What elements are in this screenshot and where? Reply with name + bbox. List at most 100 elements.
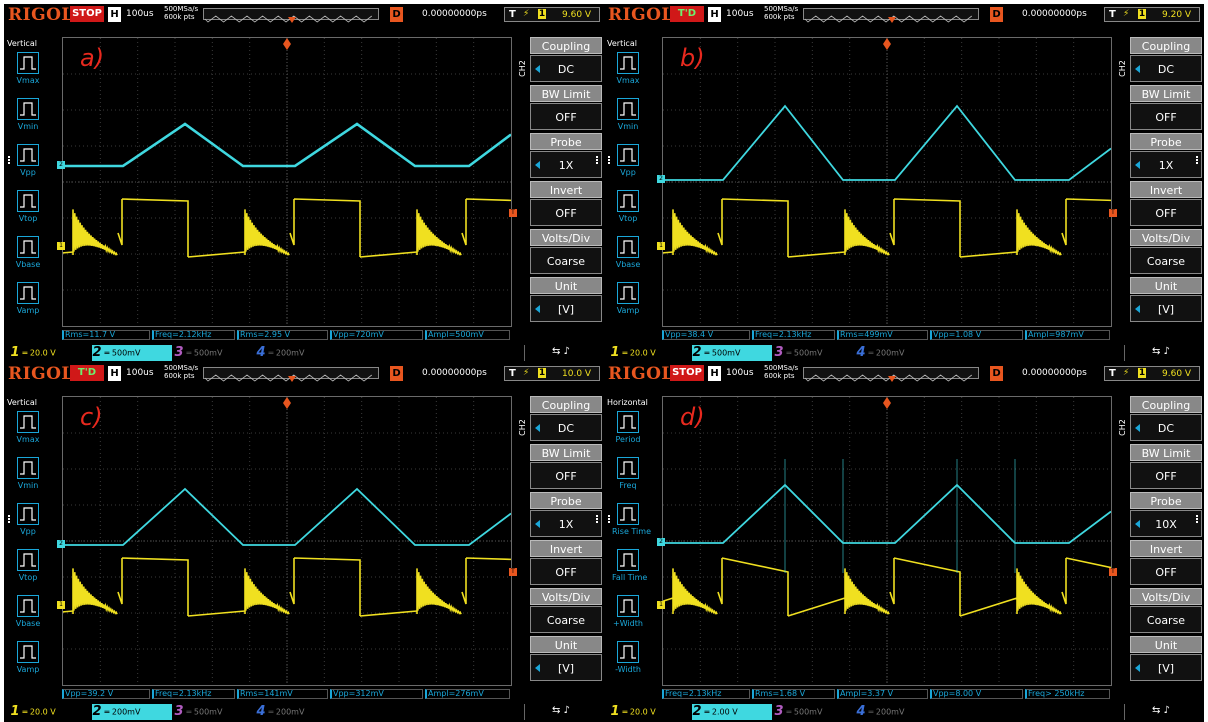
channel-1-tab[interactable]: 1 ═ 20.0 V xyxy=(610,345,690,361)
menu-item-value[interactable]: [V] xyxy=(1130,654,1202,681)
menu-item-value[interactable]: DC xyxy=(1130,414,1202,441)
measure-item[interactable]: Vamp xyxy=(12,641,44,674)
channel-2-tab[interactable]: 2 ═ 500mV xyxy=(92,345,172,361)
measure-item[interactable]: Vpp xyxy=(12,503,44,536)
measurement-readout[interactable]: Vpp=38.4 V xyxy=(662,330,750,340)
trigger-box[interactable]: T ⚡ 1 9.20 V xyxy=(1104,7,1200,22)
measure-item[interactable]: Vmin xyxy=(12,457,44,490)
measurement-readout[interactable]: Vpp=1.08 V xyxy=(930,330,1023,340)
run-status-badge[interactable]: T'D xyxy=(70,365,104,381)
measurement-readout[interactable]: Ampl=500mV xyxy=(425,330,510,340)
delay-value[interactable]: 0.00000000ps xyxy=(1022,368,1087,378)
channel-2-tab[interactable]: 2 ═ 2.00 V xyxy=(692,704,772,720)
trigger-level-marker[interactable]: T xyxy=(509,568,517,576)
trigger-level-marker[interactable]: T xyxy=(1109,209,1117,217)
measure-item[interactable]: Rise Time xyxy=(612,503,651,536)
measurement-readout[interactable]: Ampl=3.37 V xyxy=(837,689,928,699)
menu-item-value[interactable]: OFF xyxy=(530,103,602,130)
delay-value[interactable]: 0.00000000ps xyxy=(422,9,487,19)
menu-item-value[interactable]: Coarse xyxy=(530,247,602,274)
measure-item[interactable]: Vtop xyxy=(12,190,44,223)
menu-item-value[interactable]: OFF xyxy=(1130,199,1202,226)
channel-1-tab[interactable]: 1 ═ 20.0 V xyxy=(10,704,90,720)
menu-item-value[interactable]: [V] xyxy=(1130,295,1202,322)
ch2-offset-marker[interactable]: 2 xyxy=(57,540,65,548)
run-status-badge[interactable]: STOP xyxy=(670,365,704,381)
delay-value[interactable]: 0.00000000ps xyxy=(422,368,487,378)
measure-item[interactable]: Vtop xyxy=(12,549,44,582)
menu-item-value[interactable]: DC xyxy=(530,414,602,441)
measurement-readout[interactable]: Vpp=312mV xyxy=(330,689,423,699)
measurement-readout[interactable]: Freq> 250kHz xyxy=(1025,689,1110,699)
measurement-readout[interactable]: Freq=2.13kHz xyxy=(152,689,235,699)
menu-item-value[interactable]: 10X xyxy=(1130,510,1202,537)
ch2-offset-marker[interactable]: 2 xyxy=(57,161,65,169)
menu-item-value[interactable]: [V] xyxy=(530,654,602,681)
trigger-level-marker[interactable]: T xyxy=(509,209,517,217)
measure-item[interactable]: Vtop xyxy=(612,190,644,223)
channel-2-tab[interactable]: 2 ═ 200mV xyxy=(92,704,172,720)
channel-3-tab[interactable]: 3 ═ 500mV xyxy=(774,345,854,361)
measure-item[interactable]: Freq xyxy=(612,457,644,490)
menu-item-value[interactable]: OFF xyxy=(1130,558,1202,585)
ch2-offset-marker[interactable]: 2 xyxy=(657,175,665,183)
measure-item[interactable]: Vpp xyxy=(12,144,44,177)
channel-3-tab[interactable]: 3 ═ 500mV xyxy=(174,704,254,720)
timebase-value[interactable]: 100us xyxy=(126,368,154,378)
run-status-badge[interactable]: STOP xyxy=(70,6,104,22)
menu-item-value[interactable]: DC xyxy=(1130,55,1202,82)
delay-value[interactable]: 0.00000000ps xyxy=(1022,9,1087,19)
channel-3-tab[interactable]: 3 ═ 500mV xyxy=(174,345,254,361)
measure-item[interactable]: +Width xyxy=(612,595,644,628)
measure-item[interactable]: Vbase xyxy=(12,236,44,269)
measure-item[interactable]: Fall Time xyxy=(612,549,647,582)
measure-item[interactable]: Vamp xyxy=(612,282,644,315)
measure-item[interactable]: Vbase xyxy=(12,595,44,628)
measurement-readout[interactable]: Ampl=987mV xyxy=(1025,330,1110,340)
channel-3-tab[interactable]: 3 ═ 500mV xyxy=(774,704,854,720)
measure-item[interactable]: Vmin xyxy=(612,98,644,131)
menu-item-value[interactable]: Coarse xyxy=(1130,606,1202,633)
measure-item[interactable]: Period xyxy=(612,411,644,444)
channel-4-tab[interactable]: 4 ═ 200mV xyxy=(856,345,936,361)
ch2-offset-marker[interactable]: 2 xyxy=(657,538,665,546)
menu-item-value[interactable]: Coarse xyxy=(530,606,602,633)
channel-4-tab[interactable]: 4 ═ 200mV xyxy=(256,345,336,361)
channel-1-tab[interactable]: 1 ═ 20.0 V xyxy=(10,345,90,361)
menu-item-value[interactable]: OFF xyxy=(1130,462,1202,489)
measurement-readout[interactable]: Rms=1.68 V xyxy=(752,689,835,699)
measure-item[interactable]: Vpp xyxy=(612,144,644,177)
menu-item-value[interactable]: Coarse xyxy=(1130,247,1202,274)
measurement-readout[interactable]: Vpp=8.00 V xyxy=(930,689,1023,699)
measure-item[interactable]: Vmax xyxy=(12,411,44,444)
timebase-value[interactable]: 100us xyxy=(126,9,154,19)
measure-item[interactable]: Vamp xyxy=(12,282,44,315)
trigger-box[interactable]: T ⚡ 1 10.0 V xyxy=(504,366,600,381)
timebase-value[interactable]: 100us xyxy=(726,368,754,378)
measurement-readout[interactable]: Vpp=39.2 V xyxy=(62,689,150,699)
channel-2-tab[interactable]: 2 ═ 500mV xyxy=(692,345,772,361)
measurement-readout[interactable]: Freq=2.13kHz xyxy=(662,689,750,699)
measure-item[interactable]: Vmax xyxy=(612,52,644,85)
measurement-readout[interactable]: Freq=2.13kHz xyxy=(752,330,835,340)
menu-item-value[interactable]: 1X xyxy=(530,510,602,537)
channel-4-tab[interactable]: 4 ═ 200mV xyxy=(256,704,336,720)
channel-4-tab[interactable]: 4 ═ 200mV xyxy=(856,704,936,720)
run-status-badge[interactable]: T'D xyxy=(670,6,704,22)
measure-item[interactable]: Vbase xyxy=(612,236,644,269)
measurement-readout[interactable]: Rms=499mV xyxy=(837,330,928,340)
ch1-offset-marker[interactable]: 1 xyxy=(657,601,665,609)
channel-1-tab[interactable]: 1 ═ 20.0 V xyxy=(610,704,690,720)
menu-item-value[interactable]: OFF xyxy=(1130,103,1202,130)
measurement-readout[interactable]: Ampl=276mV xyxy=(425,689,510,699)
measure-item[interactable]: Vmin xyxy=(12,98,44,131)
measurement-readout[interactable]: Vpp=720mV xyxy=(330,330,423,340)
ch1-offset-marker[interactable]: 1 xyxy=(57,601,65,609)
measure-item[interactable]: Vmax xyxy=(12,52,44,85)
timebase-value[interactable]: 100us xyxy=(726,9,754,19)
measurement-readout[interactable]: Rms=141mV xyxy=(237,689,328,699)
ch1-offset-marker[interactable]: 1 xyxy=(657,242,665,250)
menu-item-value[interactable]: DC xyxy=(530,55,602,82)
measurement-readout[interactable]: Rms=2.95 V xyxy=(237,330,328,340)
measurement-readout[interactable]: Freq=2.12kHz xyxy=(152,330,235,340)
